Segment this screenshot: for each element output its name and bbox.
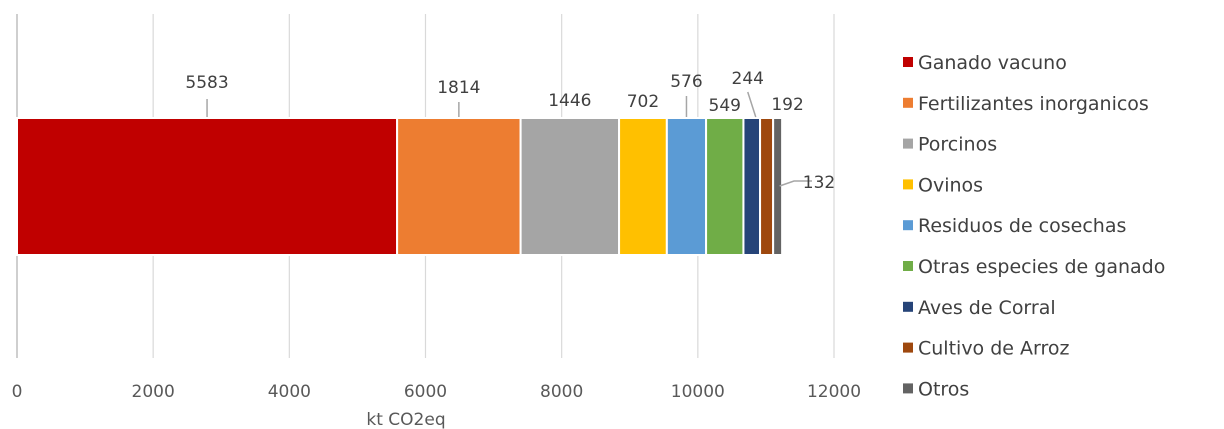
data-label: 1446: [548, 91, 591, 111]
data-label: 1814: [437, 78, 480, 98]
bar-segments: [16, 117, 784, 256]
legend-label: Aves de Corral: [918, 297, 1056, 319]
bar-segment: [772, 117, 784, 256]
bar-segment: [705, 117, 745, 256]
legend-label: Fertilizantes inorganicos: [918, 93, 1149, 115]
data-labels: 5583 1814 1446 702 576 549 244 192 132: [185, 69, 835, 193]
data-label: 132: [803, 173, 835, 193]
legend-swatch: [903, 138, 913, 149]
x-axis-ticks: 0 2000 4000 6000 8000 10000 12000: [12, 382, 861, 402]
bar-segment: [665, 117, 708, 256]
bar-segment: [759, 117, 775, 256]
legend-swatch: [903, 261, 913, 271]
legend-label: Cultivo de Arroz: [918, 338, 1070, 360]
label-leader-lines: [206, 91, 812, 187]
legend-label: Residuos de cosechas: [918, 215, 1126, 237]
x-tick-label: 12000: [807, 382, 861, 402]
legend-label: Ovinos: [918, 174, 983, 196]
x-tick-label: 10000: [671, 382, 725, 402]
bar-segment: [742, 117, 762, 256]
x-tick-label: 4000: [268, 382, 311, 402]
legend-swatch: [903, 220, 913, 231]
bar-segment: [519, 117, 621, 256]
legend-label: Porcinos: [918, 134, 997, 156]
x-axis-title: kt CO2eq: [366, 410, 445, 429]
bar-segment: [618, 117, 668, 256]
data-label: 702: [627, 92, 659, 112]
data-label: 576: [670, 72, 702, 92]
legend-swatch: [903, 342, 913, 353]
data-label: 244: [732, 69, 764, 89]
legend-label: Ganado vacuno: [918, 52, 1067, 74]
label-leader-line: [747, 91, 757, 118]
legend-swatch: [903, 383, 913, 394]
legend-label: Otras especies de ganado: [918, 256, 1165, 278]
bar-segment: [396, 117, 522, 256]
x-tick-label: 0: [12, 382, 23, 402]
data-label: 5583: [185, 73, 228, 93]
label-leader-line: [779, 180, 812, 187]
x-tick-label: 2000: [132, 382, 175, 402]
legend-swatch: [903, 179, 913, 190]
x-tick-label: 6000: [404, 382, 447, 402]
legend-swatch: [903, 301, 913, 312]
x-tick-label: 8000: [540, 382, 583, 402]
legend-swatch: [903, 97, 913, 108]
legend: Ganado vacuno Fertilizantes inorganicos Po…: [903, 52, 1165, 400]
data-label: 192: [771, 95, 803, 115]
bar-segment: [16, 117, 399, 256]
legend-label: Otros: [918, 378, 969, 400]
data-label: 549: [709, 96, 741, 116]
legend-swatch: [903, 57, 913, 67]
